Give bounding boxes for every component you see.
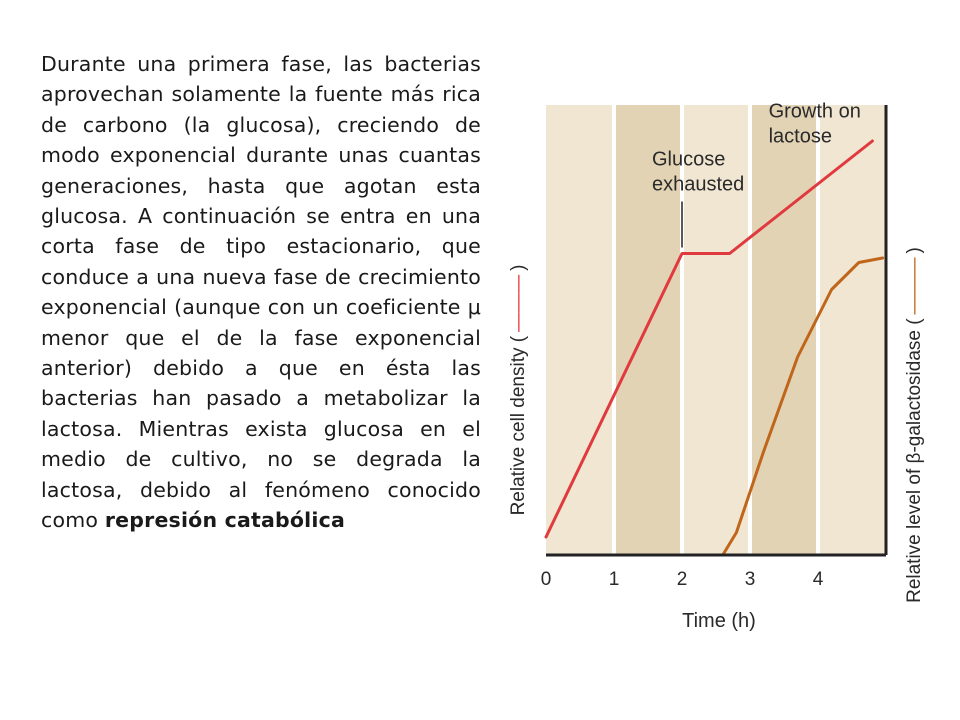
band-4 xyxy=(818,105,886,555)
band-1 xyxy=(614,105,682,555)
annotations: Glucose exhausted Growth on lactose xyxy=(652,101,861,248)
axis-labels: Time (h) Relative cell density (———) Rel… xyxy=(508,247,925,632)
description-text: Durante una primera fase, las bacterias … xyxy=(41,52,481,533)
x-axis-label: Time (h) xyxy=(682,610,756,632)
description-paragraph: Durante una primera fase, las bacterias … xyxy=(41,49,481,536)
glucose-exhausted-label: Glucose xyxy=(652,149,725,171)
growth-curve-figure: 0 1 2 3 4 Glucose exhausted Growth on lactose T… xyxy=(494,100,960,645)
catabolite-repression-term: represión catabólica xyxy=(104,508,346,533)
x-tick-labels: 0 1 2 3 4 xyxy=(541,569,824,590)
x-tick-label: 1 xyxy=(609,569,620,590)
galactosidase-line xyxy=(700,256,885,557)
band-separator xyxy=(612,105,616,555)
band-0 xyxy=(546,105,614,555)
growth-on-lactose-label: lactose xyxy=(769,126,832,148)
y-axis-label-right: Relative level of β-galactosidase (———) xyxy=(904,247,925,603)
band-2 xyxy=(682,105,750,555)
band-3 xyxy=(750,105,818,555)
band-separator xyxy=(816,105,820,555)
growth-on-lactose-label: Growth on xyxy=(769,101,861,123)
time-bands xyxy=(546,105,886,555)
cell-density-legend-swatch: ——— xyxy=(508,275,529,332)
series-lines xyxy=(544,139,885,557)
glucose-exhausted-label: exhausted xyxy=(652,174,744,196)
band-separator xyxy=(748,105,752,555)
x-tick-label: 2 xyxy=(677,569,688,590)
axes xyxy=(546,105,888,557)
cell_density-line xyxy=(544,139,874,539)
x-tick-label: 4 xyxy=(813,569,824,590)
galactosidase-legend-swatch: ——— xyxy=(904,257,925,314)
x-tick-label: 0 xyxy=(541,569,552,590)
y-axis-label-left: Relative cell density (———) xyxy=(508,265,529,516)
band-separator xyxy=(680,105,684,555)
growth-curve-chart: 0 1 2 3 4 Glucose exhausted Growth on lactose T… xyxy=(508,101,925,633)
x-tick-label: 3 xyxy=(745,569,756,590)
